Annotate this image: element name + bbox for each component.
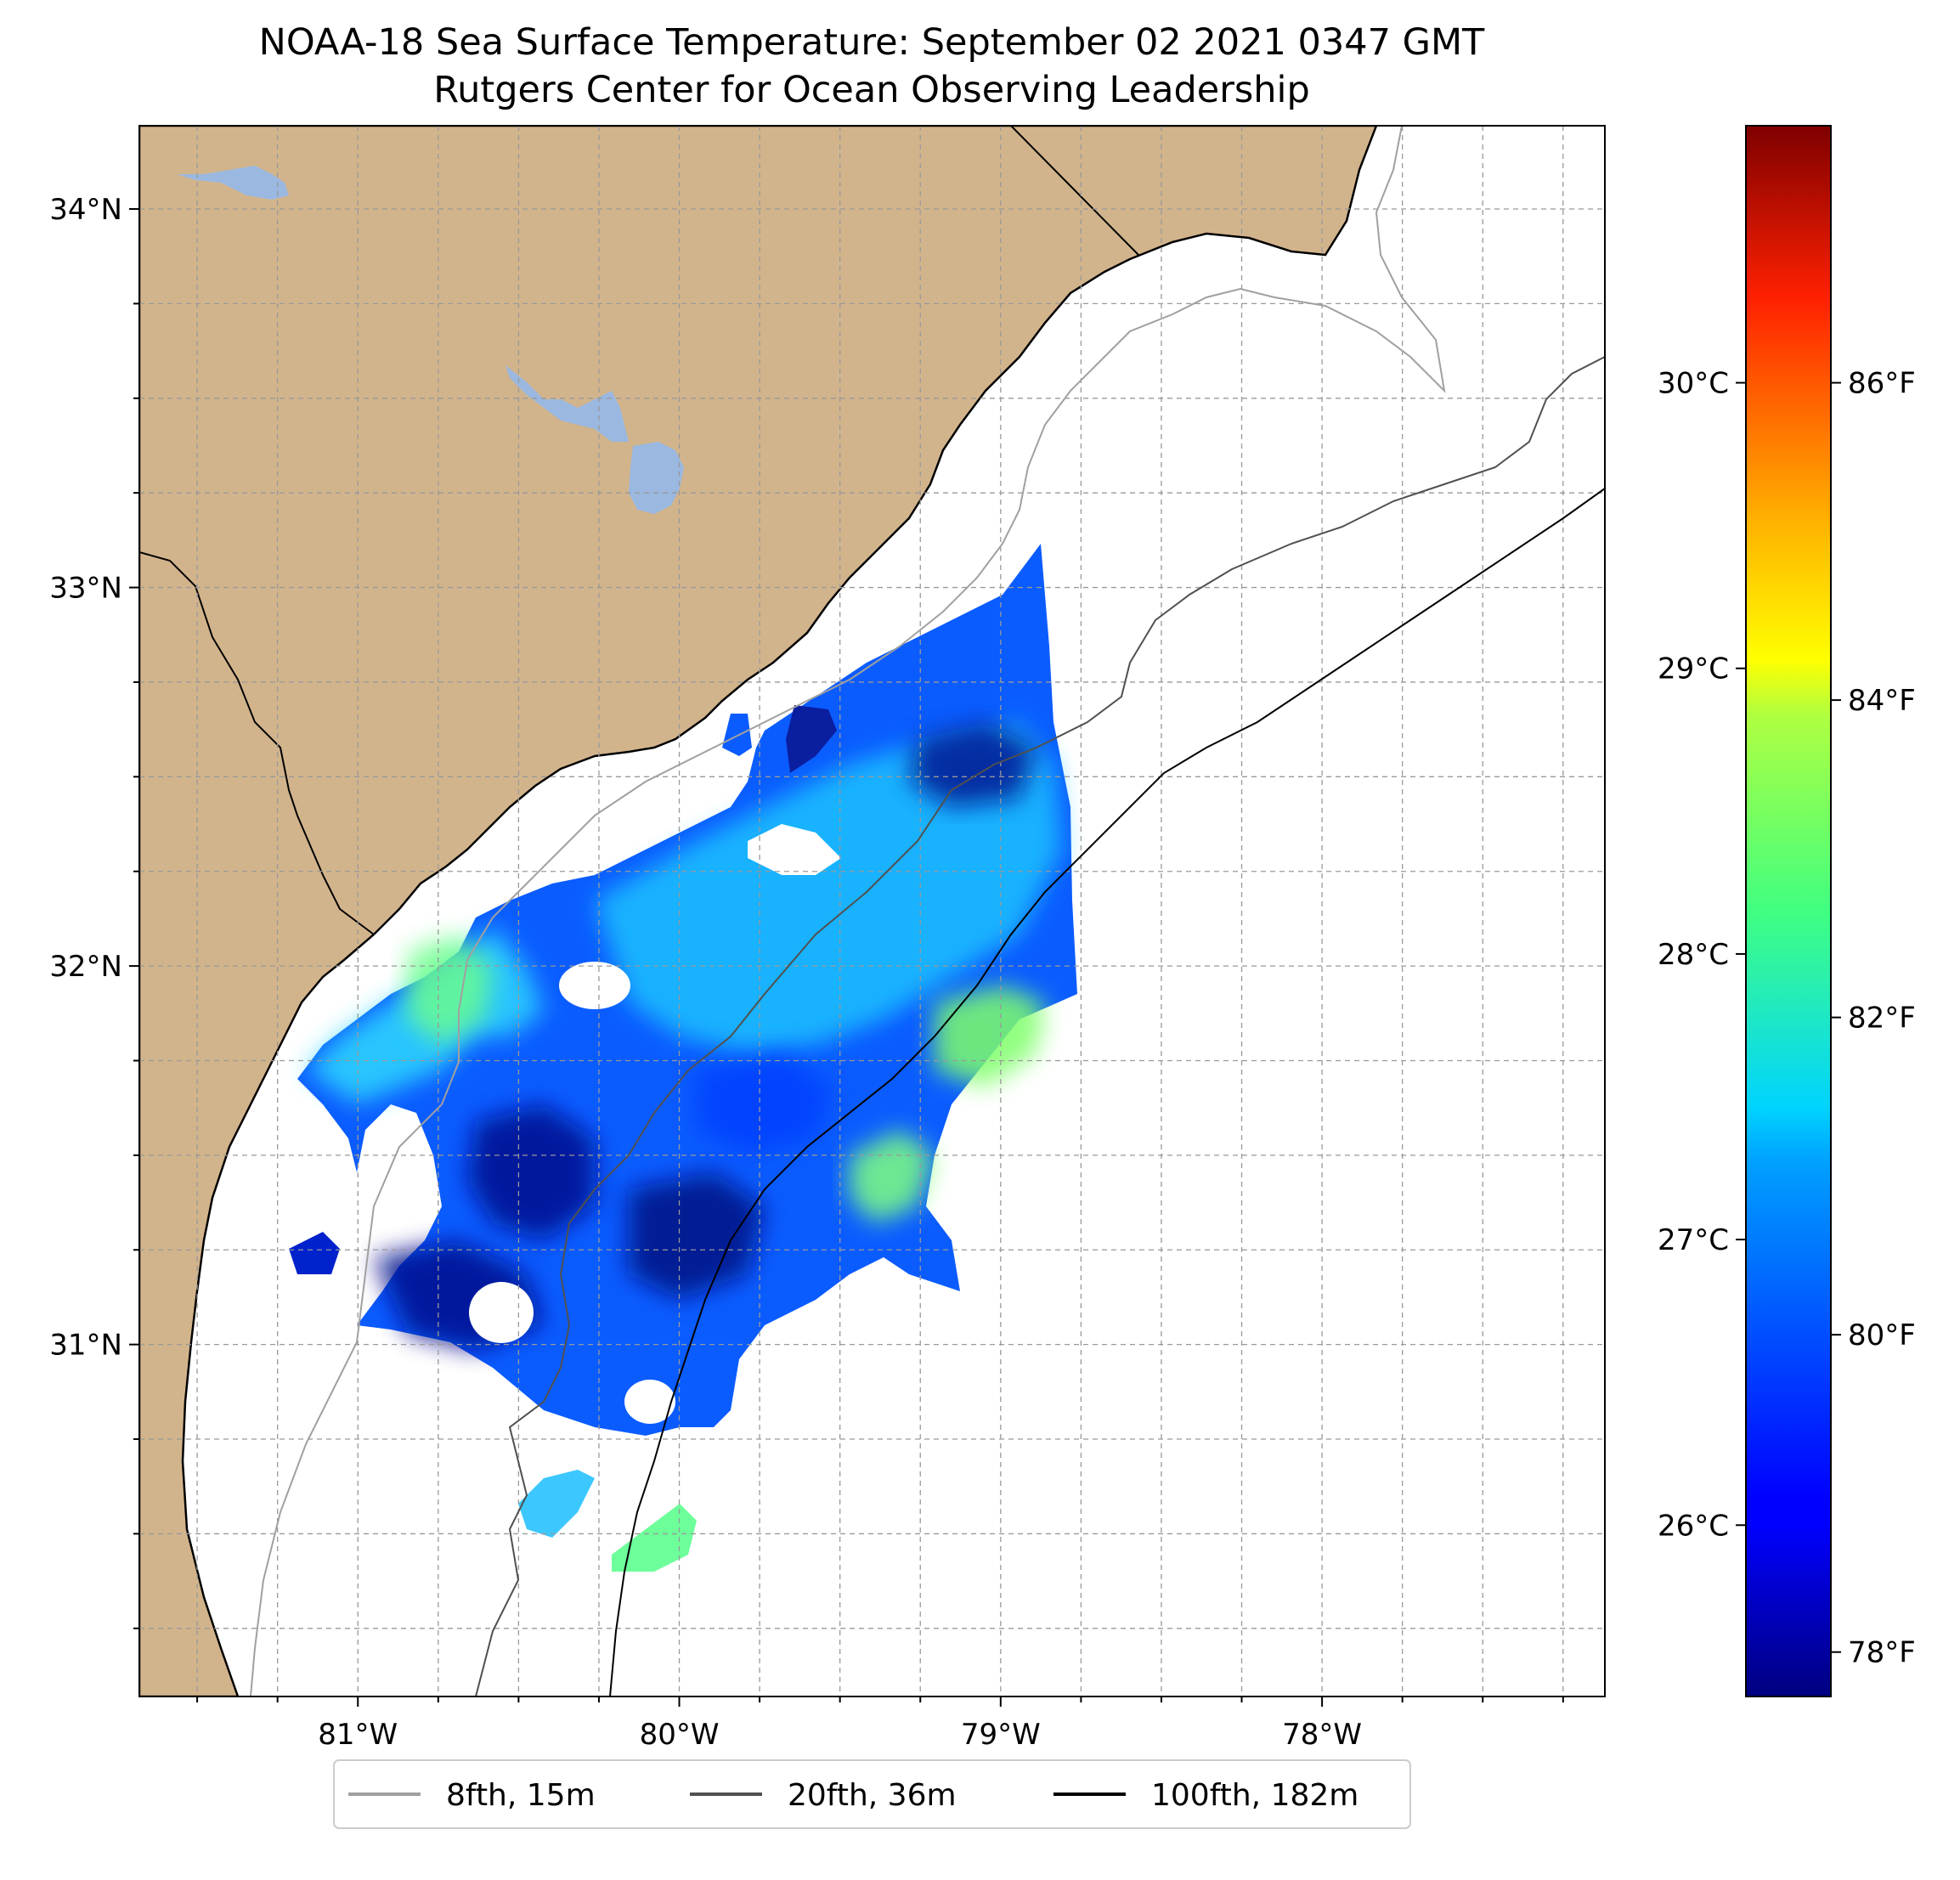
fahrenheit-tick-label: 82°F bbox=[1848, 1002, 1916, 1036]
fahrenheit-tick-label: 84°F bbox=[1848, 684, 1916, 718]
lat-tick-label: 31°N bbox=[49, 1329, 122, 1363]
lon-tick-label: 79°W bbox=[961, 1718, 1041, 1752]
lon-tick-label: 78°W bbox=[1282, 1718, 1362, 1752]
sst-green-patch-offshore bbox=[935, 985, 1045, 1087]
isobath-20fth bbox=[475, 356, 1605, 1697]
state-boundary bbox=[139, 126, 1139, 935]
sst-blue-patch bbox=[697, 1053, 833, 1155]
isobath-100fth bbox=[609, 488, 1605, 1697]
celsius-tick-label: 29°C bbox=[1658, 652, 1729, 686]
lake-moultrie bbox=[629, 442, 684, 514]
map-border bbox=[138, 125, 1606, 1697]
lat-tick-label: 34°N bbox=[49, 193, 122, 227]
sst-warm-cyan-offshore bbox=[595, 722, 1062, 1053]
sst-green-patch-nearshore bbox=[408, 934, 493, 1045]
lake-marion bbox=[506, 365, 629, 442]
legend-label-8fth: 8fth, 15m bbox=[446, 1778, 596, 1813]
fahrenheit-tick-label: 78°F bbox=[1848, 1636, 1916, 1670]
cloud-gap-4 bbox=[748, 824, 841, 875]
cloud-gap-2 bbox=[469, 1282, 534, 1343]
sst-patch-north bbox=[786, 705, 837, 773]
sst-cold-dark-patch-2 bbox=[629, 1172, 765, 1300]
sst-cold-dark-patch-3 bbox=[909, 722, 1036, 807]
sst-green-patch-south bbox=[850, 1130, 935, 1223]
lat-tick-label: 33°N bbox=[49, 572, 122, 606]
celsius-tick-label: 27°C bbox=[1658, 1223, 1729, 1257]
sst-patch-inlet bbox=[722, 714, 752, 756]
legend-label-20fth: 20fth, 36m bbox=[788, 1778, 957, 1813]
map-axes: 81°W 80°W 79°W 78°W 34°N 33°N 32°N 31°N bbox=[49, 193, 1564, 1752]
legend-label-100fth: 100fth, 182m bbox=[1151, 1778, 1358, 1813]
lat-tick-label: 32°N bbox=[49, 950, 122, 984]
celsius-tick-label: 26°C bbox=[1658, 1509, 1729, 1543]
map-panel bbox=[139, 126, 1605, 1697]
isobath-legend: 8fth, 15m 20fth, 36m 100fth, 182m bbox=[333, 1759, 1411, 1829]
celsius-tick-label: 30°C bbox=[1658, 367, 1729, 401]
map-title-line2: Rutgers Center for Ocean Observing Leade… bbox=[433, 69, 1310, 111]
sst-cold-dark-patch-1 bbox=[467, 1104, 595, 1240]
lake-north bbox=[177, 166, 289, 200]
colorbar-ticks: 26°C 27°C 28°C 29°C 30°C 78°F 80°F 82°F 84°F 86°F bbox=[1658, 367, 1916, 1670]
legend-box bbox=[333, 1759, 1411, 1829]
land-mass bbox=[139, 126, 1378, 1697]
lon-tick-label: 80°W bbox=[640, 1718, 720, 1752]
isobath-8fth bbox=[250, 126, 1446, 1697]
cloud-gap-3 bbox=[624, 1380, 675, 1424]
gridlines bbox=[139, 126, 1605, 1697]
lon-tick-label: 81°W bbox=[318, 1718, 398, 1752]
sst-patch-west bbox=[289, 1232, 340, 1274]
cloud-gap-1 bbox=[559, 962, 630, 1009]
sst-patch-south-1 bbox=[518, 1470, 595, 1538]
fahrenheit-tick-label: 86°F bbox=[1848, 367, 1916, 401]
fahrenheit-tick-label: 80°F bbox=[1848, 1318, 1916, 1352]
sst-data-field bbox=[289, 544, 1077, 1572]
colorbar: 26°C 27°C 28°C 29°C 30°C 78°F 80°F 82°F 84°F 86°F bbox=[1658, 125, 1916, 1697]
map-title-line1: NOAA-18 Sea Surface Temperature: Septemb… bbox=[259, 21, 1485, 64]
colorbar-gradient bbox=[1745, 125, 1832, 1697]
celsius-tick-label: 28°C bbox=[1658, 938, 1729, 972]
sst-patch-south-2 bbox=[612, 1504, 697, 1572]
